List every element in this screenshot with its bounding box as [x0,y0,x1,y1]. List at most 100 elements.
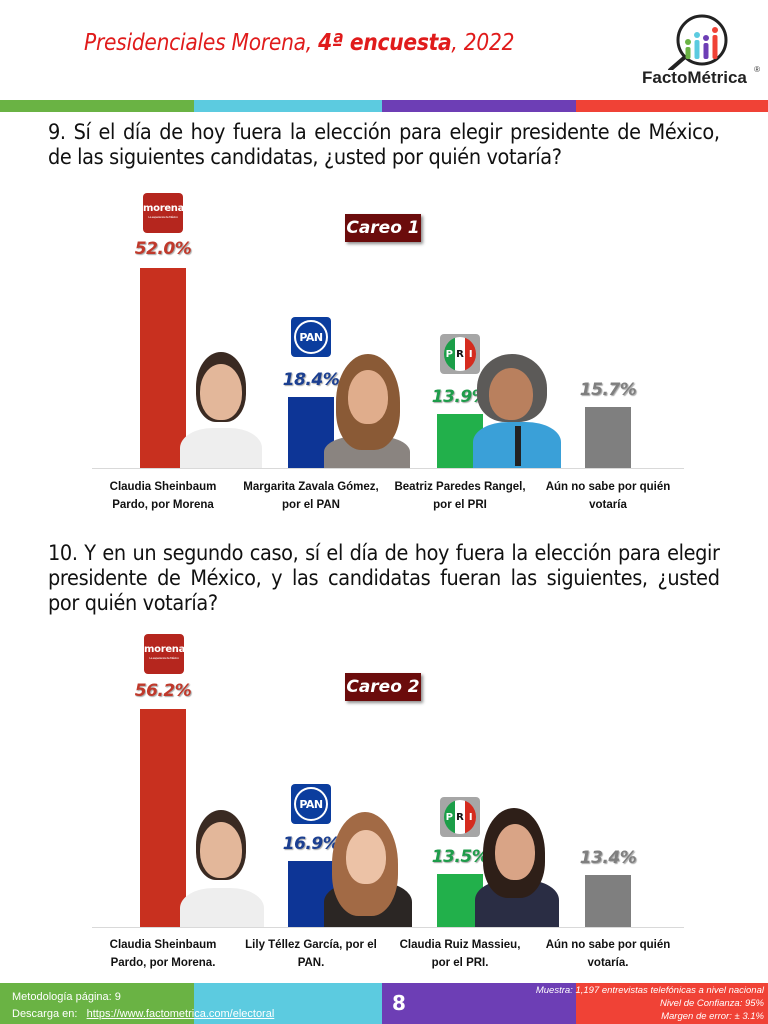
brand-name: FactoMétrica [642,68,747,87]
candidate-photo-ruiz-massieu [473,808,561,927]
x-axis-line [92,468,684,469]
bar-undecided [585,407,631,468]
candidate-photo-sheinbaum [176,350,262,468]
footer-block-purple [382,983,576,1024]
stripe-purple [382,100,576,112]
value-label-pan: 18.4% [282,370,340,390]
page-number: 8 [392,991,406,1015]
morena-logo: morena La esperanza de México [143,193,185,233]
photo-face [348,370,388,424]
pan-logo: PAN [291,317,331,357]
x-label-line: Aún no sabe por quién [545,939,671,951]
x-label-line: Lily Téllez García, por el [245,939,377,951]
title-bold: 4ª encuesta [318,30,452,56]
footer: Metodología página: 9 Descarga en: https… [0,983,768,1024]
title-prefix: Presidenciales Morena, [84,30,319,56]
photo-body [180,428,262,468]
careo-1-badge: Careo 1 [345,214,421,242]
sample-size: Muestra: 1,197 entrevistas telefónicas a… [535,985,764,996]
pan-logo: PAN [291,784,331,824]
bar-undecided [585,875,631,927]
x-label-line: Beatriz Paredes Rangel, [394,481,526,493]
pri-letter-i: I [465,800,476,834]
candidate-photo-sheinbaum [176,808,264,927]
morena-tagline: La esperanza de México [149,656,179,660]
question-10: 10. Y en un segundo caso, sí el día de h… [48,541,720,615]
value-label-pri: 13.9% [431,387,489,407]
x-label-line: Aún no sabe por quién [545,481,671,493]
x-label-line: Claudia Sheinbaum [109,481,217,493]
question-9: 9. Sí el día de hoy fuera la elección pa… [48,120,720,169]
stripe-cyan [194,100,382,112]
report-title: Presidenciales Morena, 4ª encuesta, 2022 [84,30,559,56]
candidate-photo-tellez [324,812,412,927]
pan-logo-text: PAN [294,787,328,821]
x-label-pan: Margarita Zavala Gómez, por el PAN [236,478,386,514]
microphone [515,426,521,466]
value-label-morena: 56.2% [134,681,192,701]
x-label-undecided: Aún no sabe por quién votaría. [533,936,683,972]
pri-letter-p: P [444,337,455,371]
photo-face [489,368,533,420]
footer-block-cyan [194,983,382,1024]
confidence-level: Nivel de Confianza: 95% [659,998,764,1009]
bar-morena [140,268,186,468]
value-label-pan: 16.9% [282,834,340,854]
morena-tagline: La esperanza de México [148,215,178,219]
morena-logo: morena La esperanza de México [144,634,186,674]
header-color-stripe [0,100,768,112]
candidate-photo-paredes [473,354,561,468]
x-label-undecided: Aún no sabe por quién votaría [533,478,683,514]
x-label-line: Margarita Zavala Gómez, [243,481,379,493]
pri-letter-r: R [454,337,466,371]
bar-morena [140,709,186,927]
pri-letter-p: P [444,800,455,834]
margin-of-error: Margen de error: ± 3.1% [661,1011,764,1022]
x-label-line: por el PRI. [431,957,489,969]
candidate-photo-zavala [324,354,410,468]
pri-letter-r: R [454,800,466,834]
photo-face [495,824,535,880]
footer-block-green [0,983,194,1024]
pri-letter-i: I [465,337,476,371]
pan-logo-text: PAN [294,320,328,354]
download-link[interactable]: https://www.factometrica.com/electoral [86,1008,275,1020]
x-axis-line [92,927,684,928]
value-label-undecided: 15.7% [579,380,637,400]
x-label-line: PAN. [297,957,325,969]
x-label-line: votaría. [587,957,629,969]
x-label-line: Claudia Ruiz Massieu, [399,939,521,951]
photo-face [200,364,242,420]
x-label-line: Claudia Sheinbaum [109,939,217,951]
download-line: Descarga en: https://www.factometrica.co… [12,1008,274,1020]
photo-face [200,822,242,878]
x-label-line: Pardo, por Morena. [110,957,216,969]
stripe-red [576,100,768,112]
methodology-note: Metodología página: 9 [12,991,121,1003]
value-label-morena: 52.0% [134,239,192,259]
magnifier-chart-icon [668,14,728,70]
title-suffix: , 2022 [451,30,515,56]
x-label-line: por el PAN [282,499,340,511]
x-label-pan: Lily Téllez García, por el PAN. [236,936,386,972]
x-label-morena: Claudia Sheinbaum Pardo, por Morena [88,478,238,514]
morena-logo-text: morena [143,203,185,214]
photo-face [346,830,386,884]
value-label-pri: 13.5% [431,847,489,867]
x-label-morena: Claudia Sheinbaum Pardo, por Morena. [88,936,238,972]
morena-logo-text: morena [144,644,186,655]
x-label-line: votaría [589,499,627,511]
careo-2-badge: Careo 2 [345,673,421,701]
factometrica-logo: FactoMétrica ® [640,10,768,90]
download-label: Descarga en: [12,1008,78,1020]
photo-body [180,888,264,927]
registered-mark: ® [754,65,760,74]
value-label-undecided: 13.4% [579,848,637,868]
survey-stats: Muestra: 1,197 entrevistas telefónicas a… [536,984,764,1023]
x-label-pri: Claudia Ruiz Massieu, por el PRI. [385,936,535,972]
stripe-green [0,100,194,112]
x-label-line: por el PRI [433,499,487,511]
x-label-line: Pardo, por Morena [112,499,214,511]
